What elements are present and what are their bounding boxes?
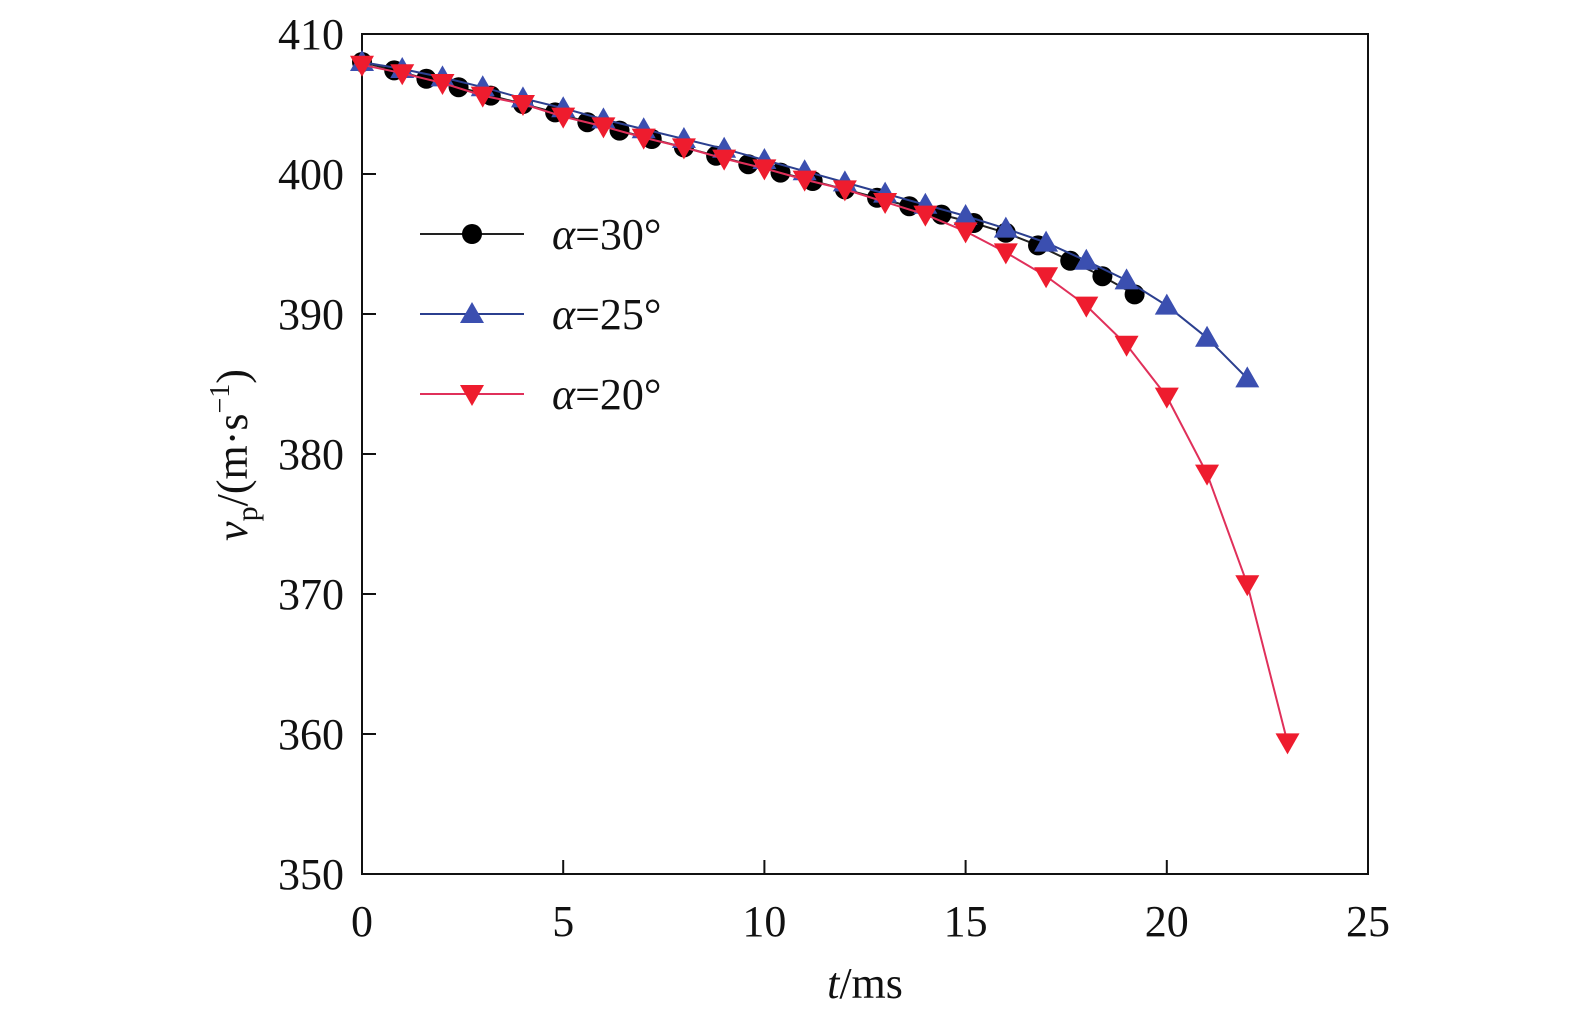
x-tick-label: 20: [1145, 897, 1189, 946]
legend: α=30° α=25° α=20°: [420, 210, 662, 419]
data-point: [390, 64, 415, 86]
data-point: [712, 149, 737, 171]
data-point: [462, 224, 482, 244]
data-point: [1235, 366, 1260, 388]
x-axis: 0 5 10 15 20 25: [351, 860, 1390, 946]
data-point: [631, 128, 656, 150]
data-point: [993, 243, 1018, 265]
data-point: [350, 55, 374, 77]
series-line: [361, 61, 1249, 380]
data-point: [1195, 464, 1220, 486]
series-line: [361, 63, 1289, 743]
data-point: [1154, 387, 1179, 409]
data-point: [591, 117, 616, 139]
series-layer: [350, 50, 1300, 755]
data-point: [1114, 268, 1139, 290]
data-point: [792, 170, 817, 192]
data-point: [873, 193, 898, 214]
x-tick-label: 25: [1346, 897, 1390, 946]
legend-label: α=30°: [552, 210, 662, 259]
data-point: [470, 86, 495, 108]
legend-label: α=20°: [552, 370, 662, 419]
x-tick-label: 15: [944, 897, 988, 946]
y-tick-label: 400: [278, 150, 344, 199]
data-point: [1074, 296, 1099, 318]
data-point: [953, 204, 978, 225]
plot-frame: [361, 33, 1369, 875]
data-point: [460, 302, 484, 323]
data-point: [832, 180, 857, 202]
y-axis: 350 360 370 380 390 400 410: [278, 10, 376, 899]
data-point: [1154, 293, 1179, 315]
data-point: [1034, 230, 1059, 252]
data-point: [1195, 325, 1220, 347]
y-tick-label: 380: [278, 430, 344, 479]
data-point: [430, 74, 455, 95]
data-point: [993, 216, 1018, 238]
legend-label: α=25°: [552, 290, 662, 339]
y-axis-title: vp/(m·s−1): [205, 369, 264, 541]
x-axis-title: t/ms: [827, 959, 903, 1008]
data-point: [752, 159, 777, 181]
legend-entry: α=20°: [420, 370, 662, 419]
data-point: [1114, 335, 1139, 357]
data-point: [1235, 575, 1260, 597]
data-point: [551, 107, 576, 129]
data-point: [1275, 733, 1300, 755]
y-tick-label: 350: [278, 850, 344, 899]
x-tick-label: 0: [351, 897, 373, 946]
data-point: [510, 95, 535, 116]
data-point: [460, 385, 484, 406]
y-tick-label: 390: [278, 290, 344, 339]
legend-entry: α=25°: [420, 290, 662, 339]
x-tick-label: 5: [552, 897, 574, 946]
legend-entry: α=30°: [420, 210, 662, 259]
y-tick-label: 360: [278, 710, 344, 759]
series-1: [352, 52, 1145, 305]
y-tick-label: 410: [278, 10, 344, 59]
data-point: [1034, 267, 1059, 289]
data-point: [1074, 248, 1099, 270]
data-point: [953, 222, 978, 244]
y-tick-label: 370: [278, 570, 344, 619]
data-point: [671, 138, 696, 160]
x-tick-label: 10: [742, 897, 786, 946]
series-3: [350, 55, 1300, 755]
data-point: [913, 205, 938, 227]
